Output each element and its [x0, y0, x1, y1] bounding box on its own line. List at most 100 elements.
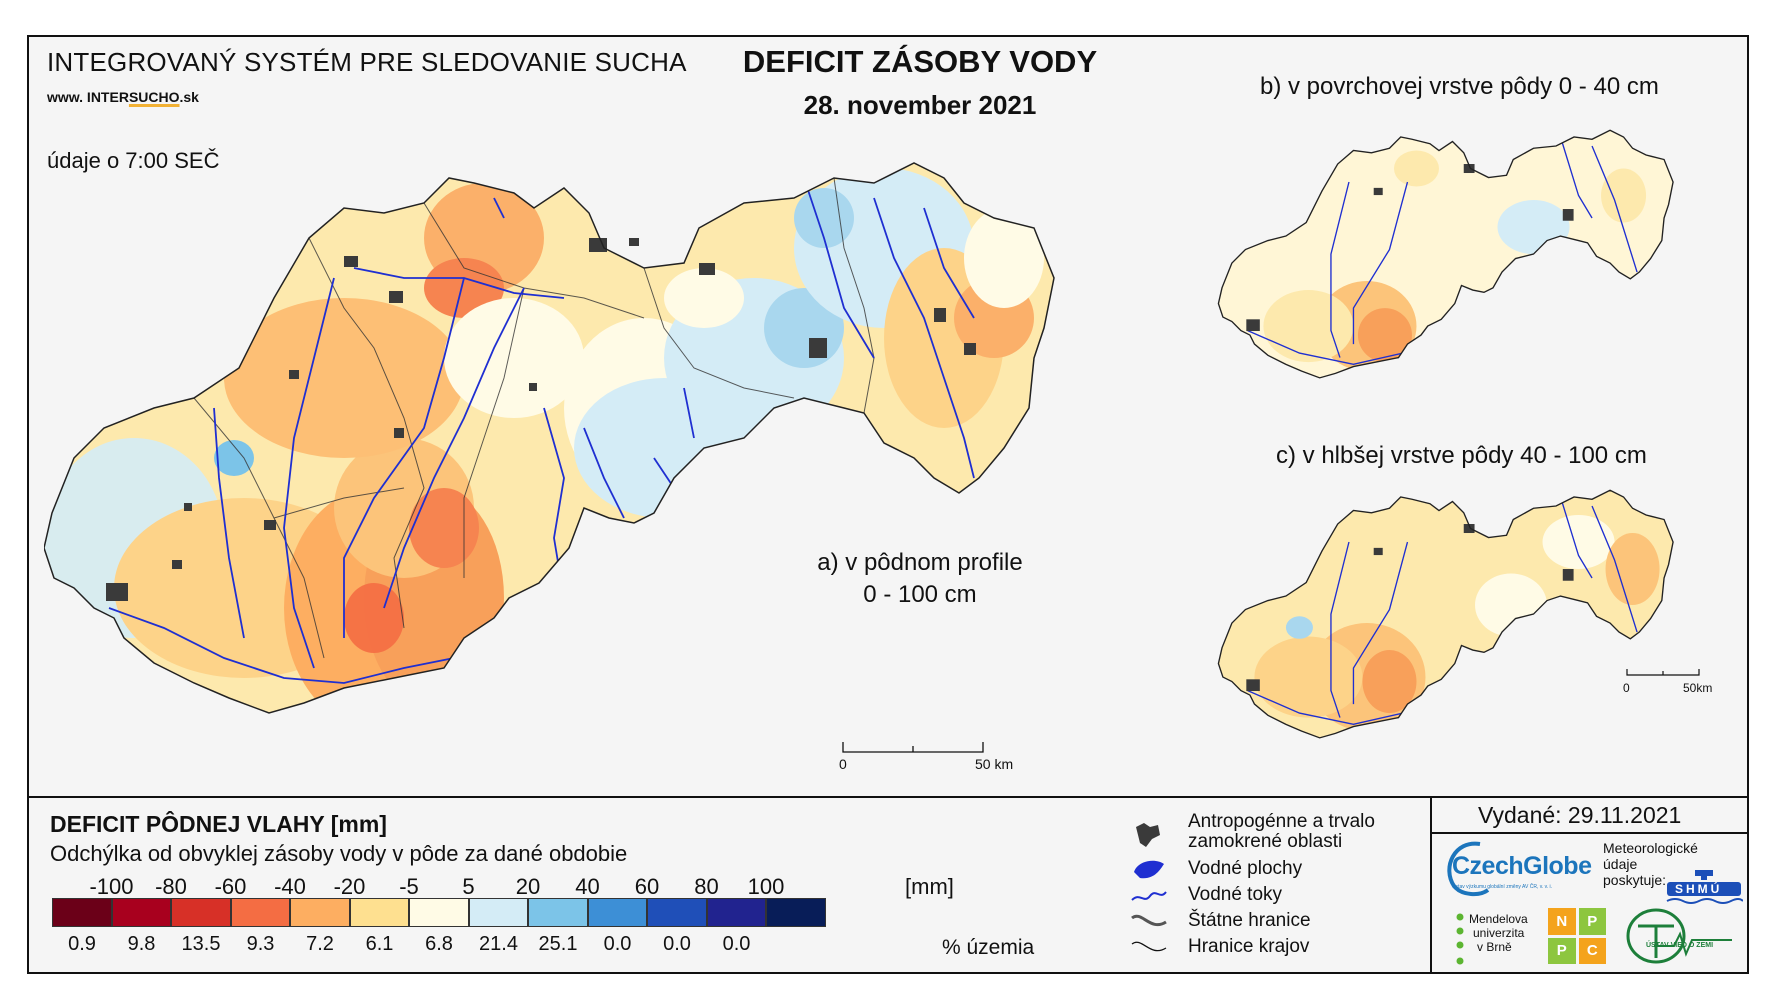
- subsoil-map-label: c) v hlbšej vrstve pôdy 40 - 100 cm: [1276, 442, 1647, 469]
- legend-percent-value: 6.1: [365, 933, 394, 955]
- topsoil-map-label: b) v povrchovej vrstve pôdy 0 - 40 cm: [1260, 73, 1659, 100]
- legend-cell: [52, 898, 112, 927]
- legend-panel: [27, 796, 1749, 976]
- legend-cell: [349, 898, 409, 927]
- main-scale-end: 50 km: [975, 756, 1014, 772]
- legend-cell: [111, 898, 171, 927]
- legend-tick-label: 5: [462, 874, 475, 899]
- region-border-icon: [1130, 932, 1168, 962]
- legend-tick-label: -5: [399, 874, 419, 899]
- legend-percent-value: 0.0: [722, 933, 751, 955]
- legend-cell: [468, 898, 528, 927]
- nppc-logo[interactable]: N P P C: [1548, 908, 1606, 964]
- river-icon: [1130, 880, 1168, 910]
- symbol-state-border-label: Štátne hranice: [1188, 910, 1311, 931]
- system-name: INTEGROVANÝ SYSTÉM PRE SLEDOVANIE SUCHA: [47, 47, 687, 77]
- url-suffix: .sk: [179, 89, 199, 105]
- czechglobe-text: CzechGlobe: [1452, 852, 1592, 880]
- shmu-text: SHMÚ: [1675, 882, 1723, 896]
- url-highlight: SUCHO: [128, 89, 180, 105]
- legend-tick-label: 60: [634, 874, 660, 899]
- legend-percent-value: 13.5: [181, 933, 221, 955]
- symbol-water-label: Vodné plochy: [1188, 858, 1303, 879]
- nppc-n: N: [1548, 908, 1576, 935]
- legend-cell: [647, 898, 707, 927]
- met-line3: poskytuje:: [1603, 872, 1667, 888]
- symbol-urban-line1: Antropogénne a trvalo: [1188, 811, 1375, 832]
- legend-tick-label: 20: [515, 874, 541, 899]
- symbol-urban-line2: zamokrené oblasti: [1188, 831, 1343, 852]
- legend-tick-label: -40: [274, 874, 306, 899]
- czechglobe-subtext: Ústav výzkumu globální změny AV ČR, v. v…: [1452, 884, 1553, 890]
- legend-percent-value: 7.2: [306, 933, 334, 955]
- main-map-label-line1: a) v pôdnom profile: [817, 549, 1023, 576]
- symbol-rivers-label: Vodné toky: [1188, 884, 1283, 905]
- small-scale-end: 50km: [1683, 681, 1713, 695]
- legend-title: DEFICIT PÔDNEJ VLAHY [mm]: [50, 811, 387, 837]
- symbol-rivers: Vodné toky: [1130, 880, 1282, 910]
- page-date: 28. november 2021: [803, 90, 1037, 120]
- legend-percent-value: 6.8: [425, 933, 453, 955]
- main-map: [44, 162, 1055, 714]
- legend-subtitle: Odchýlka od obvyklej zásoby vody v pôde …: [50, 841, 628, 866]
- symbol-region-border: Hranice krajov: [1130, 932, 1309, 962]
- legend-cell: [528, 898, 588, 927]
- czechglobe-logo[interactable]: CzechGlobe Ústav výzkumu globální změny …: [1440, 838, 1592, 898]
- mendel-line1: Mendelova: [1469, 912, 1528, 926]
- url-prefix: www. INTER: [47, 89, 129, 105]
- subsoil-map: [1217, 489, 1674, 739]
- data-time-note: údaje o 7:00 SEČ: [47, 148, 220, 173]
- legend-tick-label: -20: [333, 874, 366, 899]
- legend-tick-label: -80: [155, 874, 187, 899]
- legend-cell: [587, 898, 647, 927]
- legend-percent-label: % územia: [942, 936, 1035, 959]
- legend-percent-value: 0.0: [663, 933, 691, 955]
- nppc-c: C: [1578, 937, 1606, 964]
- main-scale-zero: 0: [839, 756, 847, 772]
- main-map-label-line2: 0 - 100 cm: [863, 581, 977, 608]
- symbol-region-border-label: Hranice krajov: [1188, 936, 1310, 957]
- symbol-urban: Antropogénne a trvalo zamokrené oblasti: [1130, 812, 1375, 852]
- legend-percent-value: 0.0: [603, 933, 632, 955]
- uvz-logo[interactable]: ÚSTAV VIED O ZEMI: [1624, 906, 1734, 966]
- met-line2: údaje: [1603, 856, 1638, 872]
- legend-cell: [409, 898, 469, 927]
- uvz-text: ÚSTAV VIED O ZEMI: [1646, 942, 1714, 949]
- nppc-p1: P: [1578, 908, 1606, 935]
- nppc-p2: P: [1548, 937, 1576, 964]
- water-body-icon: [1130, 854, 1168, 884]
- mendel-dots-icon: [1455, 912, 1469, 971]
- issued-divider: [1430, 832, 1749, 834]
- website-url[interactable]: www. INTERSUCHO.sk: [47, 89, 199, 105]
- issued-date: Vydané: 29.11.2021: [1478, 802, 1682, 828]
- symbol-state-border: Štátne hranice: [1130, 906, 1311, 936]
- legend-tick-label: 40: [575, 874, 600, 899]
- legend-tick-label: 80: [694, 874, 719, 899]
- legend-cell: [230, 898, 290, 927]
- legend-unit: [mm]: [905, 874, 954, 899]
- legend-cell: [706, 898, 766, 927]
- legend-tick-label: -60: [214, 874, 247, 899]
- met-line1: Meteorologické: [1603, 840, 1698, 856]
- topsoil-map: [1217, 129, 1674, 379]
- urban-icon: [1130, 817, 1168, 847]
- legend-percent-value: 0.9: [68, 933, 96, 955]
- legend-percent-value: 21.4: [479, 933, 518, 955]
- legend-tick-label: 100: [747, 874, 785, 899]
- met-data-provider: Meteorologické údaje poskytuje:: [1603, 840, 1698, 888]
- legend-tick-label: -100: [89, 874, 134, 899]
- state-border-icon: [1130, 906, 1168, 936]
- legend-color-scale: [52, 898, 826, 927]
- small-scale-zero: 0: [1623, 681, 1630, 695]
- legend-percent-value: 25.1: [538, 933, 578, 955]
- page-title: DEFICIT ZÁSOBY VODY: [742, 44, 1098, 79]
- symbol-water: Vodné plochy: [1130, 854, 1302, 884]
- issued-panel: [1430, 796, 1751, 974]
- mendel-line3: v Brně: [1477, 940, 1512, 954]
- mendel-line2: univerzita: [1473, 926, 1525, 940]
- legend-percent-value: 9.8: [127, 933, 156, 955]
- mendel-logo[interactable]: Mendelova univerzita v Brně: [1455, 912, 1528, 971]
- legend-cell: [766, 898, 826, 927]
- shmu-logo[interactable]: SHMÚ: [1665, 868, 1744, 908]
- legend-cell: [290, 898, 350, 927]
